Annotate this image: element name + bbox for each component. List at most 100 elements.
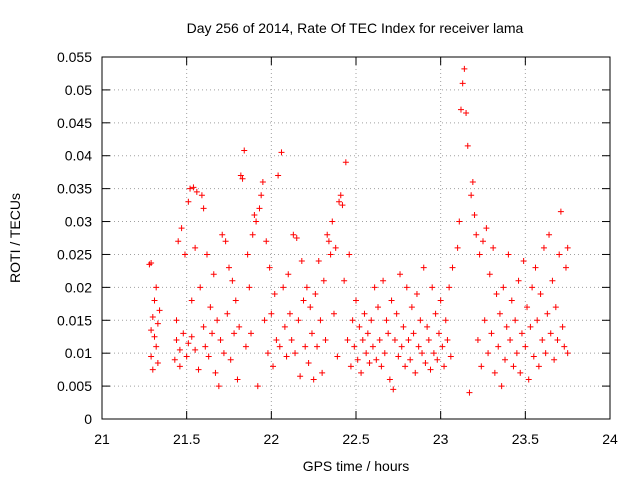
- data-point: [408, 304, 415, 311]
- data-point: [346, 251, 353, 258]
- data-point: [151, 297, 158, 304]
- data-point: [364, 330, 371, 337]
- y-tick-label: 0.025: [57, 246, 92, 262]
- data-point: [222, 238, 229, 245]
- y-tick-label: 0.02: [65, 279, 92, 295]
- chart-title: Day 256 of 2014, Rate Of TEC Index for r…: [187, 20, 524, 36]
- data-point: [539, 337, 546, 344]
- data-point: [261, 317, 268, 324]
- data-point: [403, 284, 410, 291]
- data-point: [498, 383, 505, 390]
- data-point: [483, 225, 490, 232]
- x-tick-label: 21: [94, 431, 110, 447]
- data-point: [153, 343, 160, 350]
- data-point: [193, 188, 200, 195]
- data-point: [424, 323, 431, 330]
- data-point: [549, 277, 556, 284]
- data-point: [493, 290, 500, 297]
- data-point: [263, 238, 270, 245]
- data-point: [185, 198, 192, 205]
- y-tick-label: 0.045: [57, 115, 92, 131]
- data-point: [192, 244, 199, 251]
- data-point: [248, 330, 255, 337]
- y-tick-label: 0.03: [65, 214, 92, 230]
- data-point: [449, 264, 456, 271]
- data-points: [146, 65, 571, 396]
- data-point: [530, 353, 537, 360]
- data-point: [444, 337, 451, 344]
- data-point: [239, 175, 246, 182]
- data-point: [425, 337, 432, 344]
- data-point: [330, 310, 337, 317]
- data-point: [361, 310, 368, 317]
- data-point: [259, 179, 266, 186]
- data-point: [557, 208, 564, 215]
- data-point: [373, 356, 380, 363]
- data-point: [264, 350, 271, 357]
- data-point: [381, 350, 388, 357]
- data-point: [268, 310, 275, 317]
- data-point: [297, 373, 304, 380]
- data-point: [195, 366, 202, 373]
- data-point: [400, 323, 407, 330]
- data-point: [322, 337, 329, 344]
- data-point: [344, 337, 351, 344]
- data-point: [496, 310, 503, 317]
- data-point: [176, 346, 183, 353]
- data-point: [258, 192, 265, 199]
- data-point: [474, 337, 481, 344]
- data-point: [148, 260, 155, 267]
- data-point: [407, 356, 414, 363]
- data-point: [495, 343, 502, 350]
- data-point: [327, 251, 334, 258]
- data-point: [256, 205, 263, 212]
- data-point: [488, 330, 495, 337]
- data-point: [402, 363, 409, 370]
- data-point: [237, 172, 244, 179]
- data-point: [356, 323, 363, 330]
- data-point: [220, 350, 227, 357]
- data-point: [468, 192, 475, 199]
- data-point: [369, 343, 376, 350]
- data-point: [254, 383, 261, 390]
- data-point: [351, 343, 358, 350]
- data-point: [457, 106, 464, 113]
- data-point: [200, 205, 207, 212]
- data-point: [227, 356, 234, 363]
- data-point: [371, 284, 378, 291]
- data-point: [244, 251, 251, 258]
- data-point: [320, 277, 327, 284]
- data-point: [197, 284, 204, 291]
- data-point: [329, 218, 336, 225]
- data-point: [251, 211, 258, 218]
- data-point: [154, 360, 161, 367]
- data-point: [446, 284, 453, 291]
- data-point: [512, 317, 519, 324]
- data-point: [473, 231, 480, 238]
- data-point: [447, 353, 454, 360]
- data-point: [544, 310, 551, 317]
- data-point: [380, 277, 387, 284]
- data-point: [540, 244, 547, 251]
- data-point: [314, 343, 321, 350]
- grid-lines: [102, 57, 610, 419]
- data-point: [187, 185, 194, 192]
- data-point: [376, 337, 383, 344]
- y-tick-label: 0: [84, 411, 92, 427]
- data-point: [466, 389, 473, 396]
- data-point: [224, 310, 231, 317]
- data-point: [312, 290, 319, 297]
- data-point: [148, 327, 155, 334]
- data-point: [154, 320, 161, 327]
- data-point: [253, 218, 260, 225]
- data-point: [454, 244, 461, 251]
- data-point: [271, 290, 278, 297]
- data-point: [378, 363, 385, 370]
- data-point: [442, 317, 449, 324]
- data-point: [231, 330, 238, 337]
- data-point: [276, 343, 283, 350]
- data-point: [415, 343, 422, 350]
- data-point: [564, 350, 571, 357]
- data-point: [398, 343, 405, 350]
- x-tick-label: 21.5: [173, 431, 200, 447]
